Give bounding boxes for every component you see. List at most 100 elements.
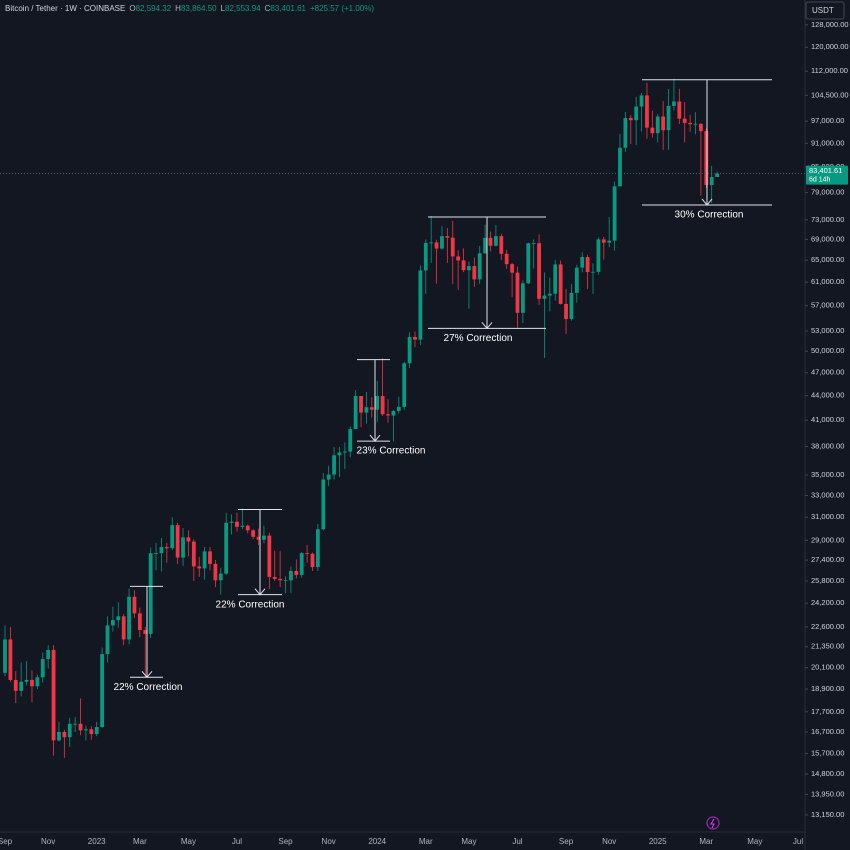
last-price-box	[806, 165, 848, 185]
y-tick-label: 15,700.00	[811, 748, 844, 757]
candle-body	[326, 474, 331, 480]
candle-body	[618, 147, 622, 187]
candle-body	[89, 729, 94, 735]
annotation-label: 23% Correction	[357, 446, 426, 457]
candle-body	[440, 236, 444, 249]
y-tick-label: 31,000.00	[811, 512, 844, 521]
x-tick-label: 2024	[368, 837, 386, 846]
candle-body	[218, 573, 223, 581]
candle-body	[315, 529, 320, 568]
candle-body	[704, 131, 709, 186]
y-tick-label: 61,000.00	[811, 277, 844, 286]
candle-body	[305, 553, 309, 554]
y-tick-label: 57,000.00	[811, 301, 844, 310]
candle-body	[127, 596, 131, 640]
x-tick-label: Nov	[322, 837, 336, 846]
candle-body	[73, 723, 78, 725]
candle-body	[94, 727, 99, 735]
candle-body	[585, 256, 590, 273]
candle-body	[612, 186, 617, 241]
candle-body	[553, 264, 558, 294]
y-tick-label: 18,900.00	[811, 684, 844, 693]
candle-body	[245, 525, 250, 531]
candle-body	[693, 123, 698, 125]
x-tick-label: Nov	[41, 837, 55, 846]
candle-body	[8, 639, 13, 680]
y-tick-label: 120,000.00	[811, 42, 849, 51]
candle-body	[672, 101, 676, 106]
currency-box[interactable]	[805, 1, 845, 20]
candle-body	[267, 535, 272, 577]
candle-body	[348, 429, 353, 452]
y-tick-label: 47,000.00	[811, 368, 844, 377]
x-tick-label: May	[181, 837, 196, 846]
annotation-arrowhead	[481, 322, 493, 330]
ohlc-value: 82,553.94	[225, 4, 261, 13]
candle-body	[677, 101, 682, 119]
candle-body	[19, 681, 24, 691]
candle-body	[132, 596, 137, 614]
y-tick-label: 41,000.00	[811, 415, 844, 424]
candle-body	[143, 630, 148, 634]
y-tick-label: 128,000.00	[811, 20, 849, 29]
y-tick-label: 22,600.00	[811, 622, 844, 631]
candle-body	[100, 654, 105, 728]
candle-body	[564, 303, 568, 320]
ohlc-key: H	[175, 4, 181, 13]
candle-body	[591, 271, 595, 273]
candle-body	[520, 283, 525, 313]
y-tick-label: 13,150.00	[811, 810, 844, 819]
ohlc-key: O	[129, 4, 136, 13]
y-tick-label: 24,200.00	[811, 598, 844, 607]
y-tick-label: 14,800.00	[811, 769, 844, 778]
x-tick-label: Mar	[699, 837, 713, 846]
y-tick-label: 16,700.00	[811, 727, 844, 736]
candle-body	[434, 242, 439, 249]
candle-body	[494, 236, 498, 246]
candle-body	[229, 521, 234, 523]
y-tick-label: 17,700.00	[811, 707, 844, 716]
y-tick-label: 29,000.00	[811, 535, 844, 544]
candle-body	[197, 566, 202, 569]
y-tick-label: 73,000.00	[811, 215, 844, 224]
candle-body	[666, 105, 671, 131]
candle-body	[628, 117, 633, 121]
y-tick-label: 21,350.00	[811, 642, 844, 651]
x-tick-label: 2023	[88, 837, 106, 846]
candle-body	[596, 239, 601, 272]
candle-body	[154, 553, 158, 554]
candle-body	[504, 253, 509, 265]
y-tick-label: 25,800.00	[811, 576, 844, 585]
events-icon[interactable]	[706, 816, 720, 830]
x-tick-label: 2025	[649, 837, 667, 846]
annotation-label: 22% Correction	[114, 682, 183, 693]
candle-body	[272, 576, 277, 579]
candle-body	[364, 407, 369, 413]
x-tick-label: Nov	[602, 837, 616, 846]
candle-body	[175, 525, 180, 558]
annotation-arrowhead	[701, 198, 713, 206]
candle-body	[299, 553, 304, 575]
candle-body	[488, 237, 493, 246]
change: +825.57 (+1.00%)	[309, 4, 375, 13]
y-tick-label: 112,000.00	[811, 66, 848, 75]
candle-body	[477, 253, 482, 280]
ohlc-key: C	[264, 4, 271, 13]
candle-body	[116, 616, 121, 621]
x-tick-label: May	[461, 837, 476, 846]
annotation-arrowhead	[141, 670, 153, 679]
candle-body	[396, 406, 401, 411]
candle-body	[51, 649, 56, 741]
x-tick-label: Mar	[419, 837, 433, 846]
candle-body	[13, 679, 18, 691]
candle-body	[607, 240, 612, 243]
candle-body	[537, 243, 541, 299]
candle-body	[574, 267, 579, 293]
y-tick-label: 27,400.00	[811, 555, 844, 564]
last-price: 83,401.61	[809, 166, 842, 175]
x-tick-label: Jul	[232, 837, 242, 846]
annotation-arrowhead	[254, 588, 266, 596]
candle-body	[650, 127, 655, 134]
candle-body	[715, 173, 719, 177]
candle-body	[24, 679, 29, 682]
